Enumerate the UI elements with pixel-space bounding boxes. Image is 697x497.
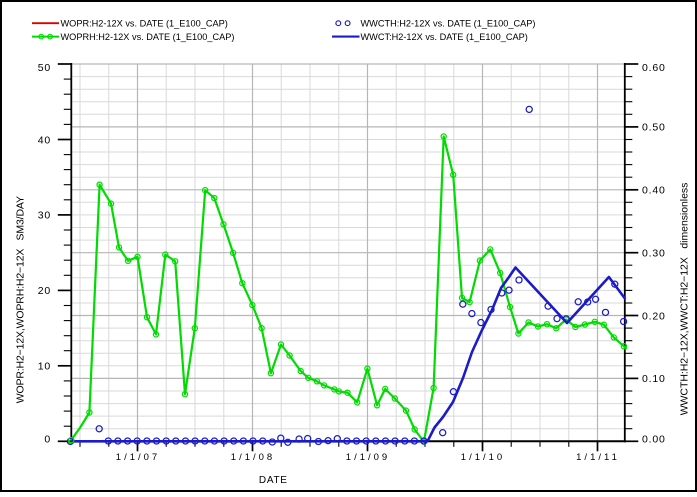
svg-text:1/1/10: 1/1/10 [461,452,505,463]
svg-text:0.60: 0.60 [642,62,666,74]
svg-text:40: 40 [38,134,51,146]
svg-text:0.20: 0.20 [642,310,666,322]
svg-text:0.50: 0.50 [642,122,666,134]
svg-text:WOPR:H2-12X vs. DATE (1_E100_C: WOPR:H2-12X vs. DATE (1_E100_CAP) [61,18,228,28]
svg-text:0: 0 [44,433,51,445]
svg-text:0.10: 0.10 [642,373,666,385]
svg-text:WOPRH:H2-12X vs. DATE (1_E100_: WOPRH:H2-12X vs. DATE (1_E100_CAP) [61,32,235,42]
svg-text:WWCTH:H2-12X vs. DATE (1_E100_: WWCTH:H2-12X vs. DATE (1_E100_CAP) [361,18,536,28]
svg-text:10: 10 [38,361,51,373]
svg-text:1/1/11: 1/1/11 [576,452,620,463]
svg-text:20: 20 [38,285,51,297]
svg-text:WOPR:H2−12X,WOPRH:H2−12X SM3: WOPR:H2−12X,WOPRH:H2−12X SM3/DAY [15,196,27,403]
svg-text:30: 30 [38,210,51,222]
svg-text:1/1/07: 1/1/07 [116,452,160,463]
svg-text:WWCTH:H2−12X,WWCT:H2−12X dim: WWCTH:H2−12X,WWCT:H2−12X dimensionless [679,183,691,416]
svg-text:WWCT:H2-12X vs. DATE (1_E100_C: WWCT:H2-12X vs. DATE (1_E100_CAP) [361,32,528,42]
svg-text:1/1/08: 1/1/08 [231,452,275,463]
svg-text:DATE: DATE [259,475,288,486]
svg-text:0.30: 0.30 [642,247,666,259]
svg-text:50: 50 [38,62,51,74]
svg-text:0.00: 0.00 [642,433,666,445]
svg-text:1/1/09: 1/1/09 [346,452,390,463]
svg-text:0.40: 0.40 [642,185,666,197]
